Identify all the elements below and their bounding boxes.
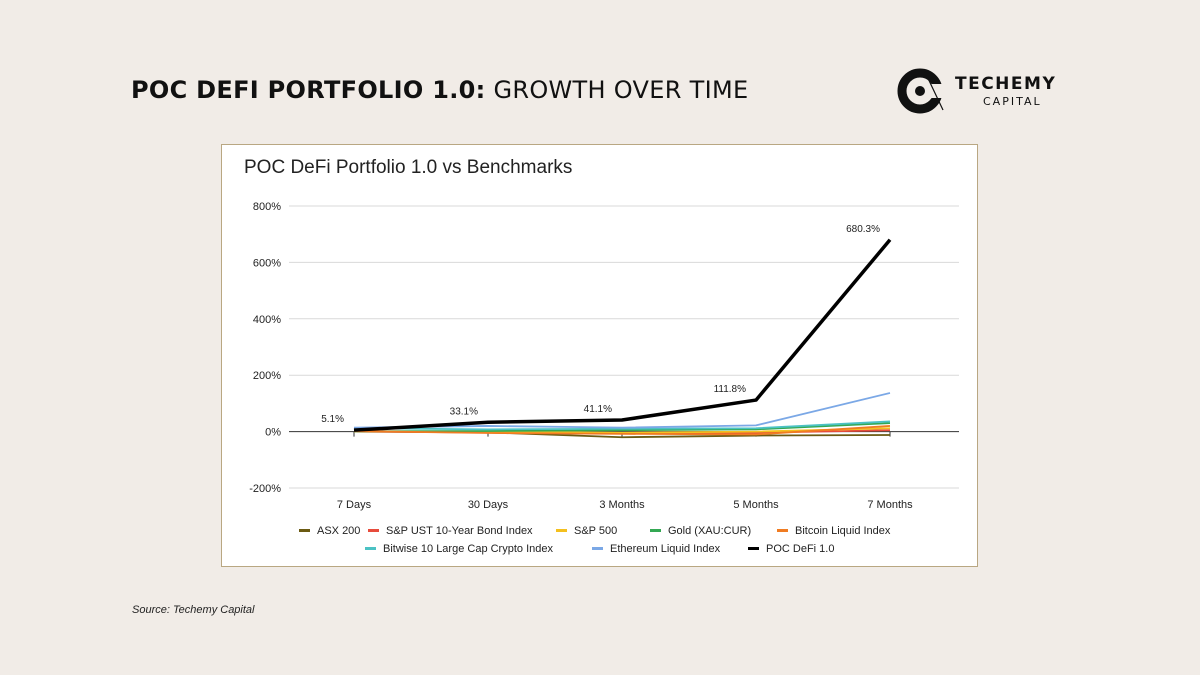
logo-name: TECHEMY bbox=[955, 74, 1057, 94]
x-tick-label: 7 Days bbox=[337, 499, 372, 511]
legend-label: ASX 200 bbox=[317, 525, 360, 537]
legend-swatch bbox=[777, 529, 788, 532]
data-label: 5.1% bbox=[321, 414, 344, 425]
chart-card: POC DeFi Portfolio 1.0 vs Benchmarks -20… bbox=[221, 144, 978, 567]
techemy-logo: TECHEMY CAPITAL bbox=[895, 64, 1065, 118]
data-label: 680.3% bbox=[846, 224, 880, 235]
y-tick-label: 400% bbox=[253, 314, 281, 326]
y-tick-label: 200% bbox=[253, 370, 281, 382]
legend-label: Ethereum Liquid Index bbox=[610, 543, 721, 555]
y-tick-label: 800% bbox=[253, 201, 281, 213]
y-tick-label: -200% bbox=[249, 483, 281, 495]
series-line-bitcoin-liquid-index bbox=[353, 425, 891, 436]
source-note: Source: Techemy Capital bbox=[132, 604, 255, 616]
legend-label: Bitcoin Liquid Index bbox=[795, 525, 891, 537]
data-label: 111.8% bbox=[714, 384, 747, 395]
legend-swatch bbox=[592, 547, 603, 550]
legend-swatch bbox=[299, 529, 310, 532]
page-title: POC DEFI PORTFOLIO 1.0: GROWTH OVER TIME bbox=[131, 76, 748, 104]
x-tick-label: 30 Days bbox=[468, 499, 509, 511]
logo-subtitle: CAPITAL bbox=[983, 95, 1042, 108]
page-title-bold: POC DEFI PORTFOLIO 1.0: bbox=[131, 76, 486, 104]
legend-swatch bbox=[650, 529, 661, 532]
data-label: 33.1% bbox=[450, 406, 478, 417]
x-tick-label: 3 Months bbox=[599, 499, 645, 511]
legend-label: Gold (XAU:CUR) bbox=[668, 525, 751, 537]
legend-swatch bbox=[368, 529, 379, 532]
legend-swatch bbox=[556, 529, 567, 532]
series-line-bitwise-10-large-cap-crypto-index bbox=[353, 420, 891, 431]
x-tick-label: 5 Months bbox=[733, 499, 779, 511]
x-tick-label: 7 Months bbox=[867, 499, 913, 511]
y-tick-label: 600% bbox=[253, 257, 281, 269]
legend-label: POC DeFi 1.0 bbox=[766, 543, 834, 555]
legend-swatch bbox=[748, 547, 759, 550]
y-tick-label: 0% bbox=[265, 427, 281, 439]
line-chart: -200% 0% 200% 400% 600% 800% 7 Days 30 Days 3 Mo… bbox=[249, 201, 959, 555]
techemy-logo-mark-icon bbox=[897, 68, 945, 114]
series-line-poc-defi-1-0 bbox=[353, 238, 892, 432]
series-line-gold-xau-cur bbox=[353, 422, 891, 433]
chart-title: POC DeFi Portfolio 1.0 vs Benchmarks bbox=[244, 157, 573, 178]
legend-label: Bitwise 10 Large Cap Crypto Index bbox=[383, 543, 553, 555]
legend-label: S&P UST 10-Year Bond Index bbox=[386, 525, 533, 537]
series-line-ethereum-liquid-index bbox=[353, 392, 891, 429]
page-title-light: GROWTH OVER TIME bbox=[493, 76, 749, 104]
data-label: 41.1% bbox=[584, 404, 612, 415]
legend-swatch bbox=[365, 547, 376, 550]
legend-label: S&P 500 bbox=[574, 525, 617, 537]
